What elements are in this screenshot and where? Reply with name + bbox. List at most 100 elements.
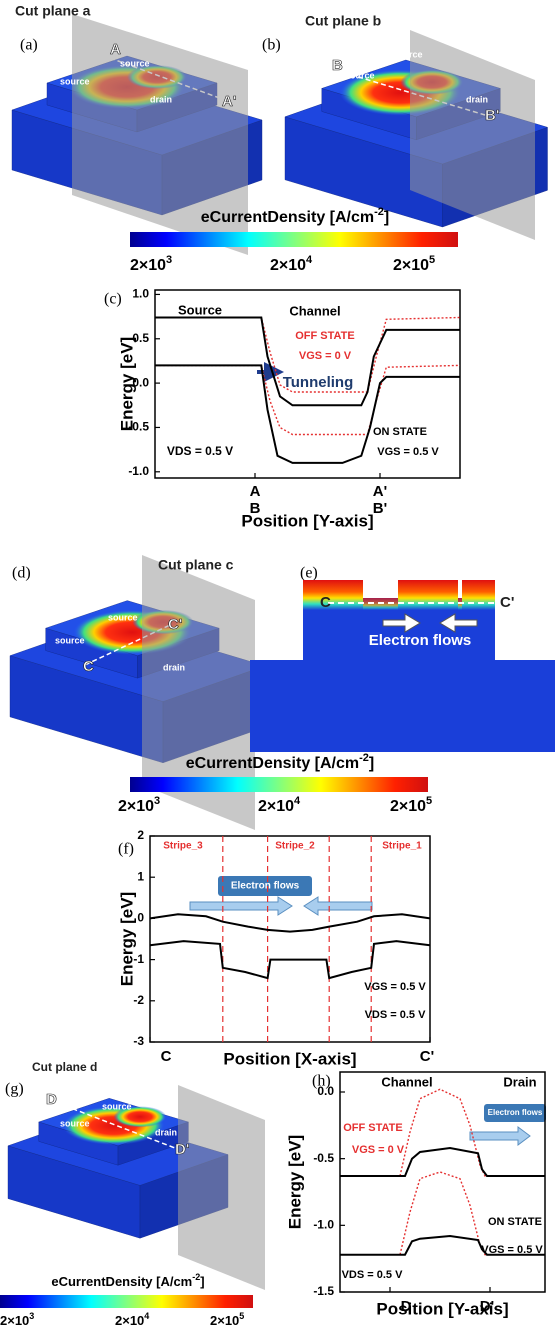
title-exp: -2 (359, 752, 369, 764)
title-exp: -2 (192, 1272, 200, 1282)
point-label: C' (168, 616, 182, 633)
flow-box (484, 1104, 546, 1122)
x-tick-label: B (250, 500, 261, 517)
panel-tag: (e) (300, 565, 318, 582)
flow-arrow (382, 613, 421, 633)
tick-exp: 4 (144, 1311, 149, 1321)
x-tick-label: A' (373, 483, 387, 500)
panel-tag: (d) (12, 565, 31, 582)
region-label: source (102, 1101, 132, 1111)
annotation: VDS = 0.5 V (167, 444, 233, 458)
y-tick-label: 0.5 (132, 331, 149, 345)
colorbar-tick-label: 2×104 (115, 1311, 149, 1328)
panel-tag: (a) (20, 37, 38, 54)
region-label: drain (155, 1127, 177, 1137)
x-axis-title: Position [Y-axis] (241, 511, 373, 530)
tick-base: 2×10 (130, 257, 166, 274)
annotation: VGS = 0 V (352, 1144, 405, 1156)
tick-exp: 4 (306, 254, 313, 266)
energy-band (340, 1088, 545, 1177)
point-label: D (46, 1091, 57, 1108)
energy-band (155, 316, 460, 407)
y-tick-label: -1 (133, 952, 144, 966)
x-axis-title: Position [Y-axis] (376, 1299, 508, 1318)
tick-exp: 5 (429, 254, 435, 266)
annotation: Tunneling (283, 374, 354, 391)
colorbar-tick-label: 2×105 (390, 795, 432, 815)
point-label: B' (485, 107, 499, 124)
energy-band (340, 1146, 545, 1177)
region-label: drain (163, 662, 185, 672)
region-label: source (120, 58, 150, 68)
renders (7, 14, 549, 1290)
colorbar-tick-label: 2×104 (258, 795, 301, 815)
annotation: VDS = 0.5 V (342, 1269, 404, 1281)
point-label: C (320, 594, 331, 611)
flow-arrow (189, 896, 293, 916)
colorbar (130, 232, 458, 247)
annotation: Stripe_3 (163, 841, 203, 852)
annotation: VGS = 0 V (299, 350, 352, 362)
annotation: VGS = 0.5 V (481, 1244, 543, 1256)
cut-plane (142, 555, 255, 830)
x-tick-label: A (250, 483, 261, 500)
tick-exp: 3 (29, 1311, 34, 1321)
x-tick-label: C (161, 1048, 172, 1065)
cut-line (49, 1099, 176, 1149)
region-label: source (345, 70, 375, 80)
annotation: Channel (381, 1074, 432, 1089)
panel-tag: (g) (5, 1081, 24, 1098)
y-axis-title: Energy [eV] (285, 1135, 304, 1229)
annotation: VDS = 0.5 V (365, 1009, 427, 1021)
panel-title: Cut plane c (158, 557, 234, 573)
tick-base: 2×10 (118, 798, 154, 815)
y-tick-label: -1.0 (313, 1218, 334, 1232)
annotation: Electron flows (488, 1108, 543, 1117)
tick-exp: 5 (239, 1311, 244, 1321)
annotation: Drain (503, 1074, 536, 1089)
y-tick-label: -1.0 (128, 464, 149, 478)
point-label: C (83, 658, 94, 675)
title-part: ] (369, 755, 374, 772)
annotation: OFF STATE (295, 330, 354, 342)
energy-band (149, 940, 431, 980)
tick-exp: 4 (294, 795, 301, 807)
cut-plane (178, 1085, 265, 1290)
annotation: Electron flows (369, 632, 472, 649)
tick-base: 2×10 (270, 257, 306, 274)
tick-exp: 5 (426, 795, 432, 807)
x-tick-label: B' (373, 500, 387, 517)
title-part: eCurrentDensity [A/cm (51, 1274, 192, 1289)
plot-frame (154, 289, 461, 479)
colorbar-tick-label: 2×104 (270, 254, 313, 274)
title-part: eCurrentDensity [A/cm (186, 755, 359, 772)
tick-exp: 3 (154, 795, 160, 807)
y-tick-label: 0.0 (132, 375, 149, 389)
y-tick-label: -2 (133, 993, 144, 1007)
energy-band (155, 364, 460, 464)
annotation: ON STATE (488, 1216, 542, 1228)
colorbar-title: eCurrentDensity [A/cm-2] (201, 206, 389, 226)
title-part: eCurrentDensity [A/cm (201, 209, 374, 226)
title-exp: -2 (374, 206, 384, 218)
point-label: C' (500, 594, 514, 611)
region-label: drain (466, 94, 488, 104)
region-label: source (108, 612, 138, 622)
plot-frame (149, 835, 431, 1043)
panel-tag: (b) (262, 37, 281, 54)
y-tick-label: 2 (137, 828, 144, 842)
x-tick-label: C' (420, 1048, 434, 1065)
flow-arrow (303, 896, 373, 916)
x-tick-label: D (401, 1298, 412, 1315)
y-axis-title: Energy [eV] (117, 337, 136, 431)
region-label: source (393, 49, 423, 59)
cut-plane (410, 30, 535, 240)
flow-arrow (439, 613, 478, 633)
fin (303, 580, 363, 610)
y-tick-label: -0.5 (313, 1151, 334, 1165)
title-part: ] (200, 1274, 204, 1289)
cross-section (250, 580, 555, 752)
point-label: A (110, 41, 121, 58)
